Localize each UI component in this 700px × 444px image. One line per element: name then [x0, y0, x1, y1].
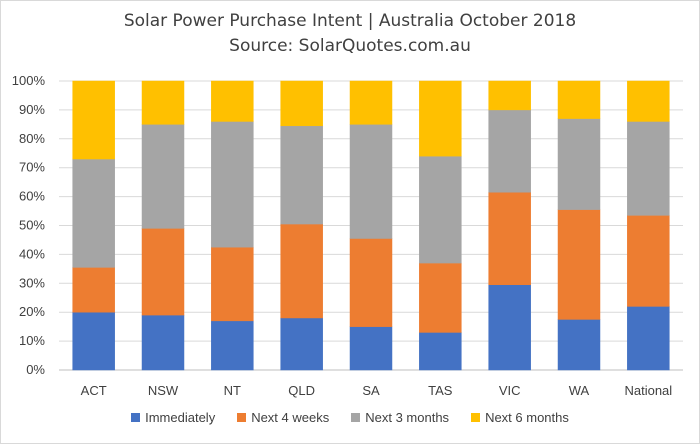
bar-segment [557, 319, 601, 371]
chart-subtitle: Source: SolarQuotes.com.au [229, 36, 471, 56]
bar-segment [141, 228, 185, 316]
bar-segment [72, 267, 115, 313]
bar-segment [419, 332, 462, 371]
y-tick-label: 60% [19, 189, 45, 204]
bar-segment [627, 215, 670, 307]
bar-segment [349, 80, 393, 125]
x-tick-label: National [624, 383, 672, 398]
x-tick-label: NT [224, 383, 241, 398]
x-tick-label: VIC [499, 383, 521, 398]
y-tick-label: 50% [19, 218, 45, 233]
x-tick-label: TAS [428, 383, 453, 398]
y-tick-label: 40% [19, 246, 45, 261]
bar-segment [488, 192, 531, 285]
x-tick-label: ACT [81, 383, 107, 398]
legend-label: Next 6 months [485, 410, 569, 425]
bar-segment [419, 262, 462, 333]
bar-segment [141, 314, 185, 371]
y-tick-label: 90% [19, 102, 45, 117]
bar-segment [280, 80, 323, 127]
bar-segment [627, 80, 670, 122]
bar-segment [141, 124, 185, 229]
bar-segment [627, 121, 670, 216]
bar-segment [211, 80, 254, 122]
bar-segment [280, 125, 323, 225]
bar-segment [141, 80, 185, 125]
bar-segment [72, 311, 115, 371]
chart-legend: Immediately Next 4 weeks Next 3 months Next… [1, 410, 699, 425]
y-tick-label: 10% [19, 333, 45, 348]
y-tick-label: 80% [19, 131, 45, 146]
bar-segment [72, 80, 115, 160]
y-tick-label: 30% [19, 275, 45, 290]
x-tick-label: SA [362, 383, 380, 398]
bar-segment [557, 209, 601, 320]
bar-segment [419, 80, 462, 157]
bar-segment [211, 121, 254, 248]
bar-segment [349, 238, 393, 327]
chart-title: Solar Power Purchase Intent | Australia … [123, 11, 577, 31]
bar-segment [488, 109, 531, 193]
chart-title-block: Solar Power Purchase Intent | Australia … [1, 9, 699, 59]
y-tick-label: 20% [19, 304, 45, 319]
legend-item: Next 6 months [471, 410, 569, 425]
y-tick-label: 0% [26, 362, 45, 377]
legend-label: Next 3 months [365, 410, 450, 425]
legend-label: Next 4 weeks [251, 410, 330, 425]
bar-segment [211, 246, 254, 322]
x-tick-label: NSW [148, 383, 179, 398]
legend-swatch [471, 413, 481, 422]
bar-segment [211, 320, 254, 371]
bar-segment [488, 80, 531, 111]
legend-swatch [351, 413, 361, 422]
bar-segment [349, 326, 393, 371]
bar-segment [280, 317, 323, 371]
y-tick-label: 100% [12, 73, 46, 88]
legend-swatch [131, 413, 141, 422]
bar-segment [280, 223, 323, 319]
bar-segment [557, 118, 601, 210]
legend-item: Next 4 weeks [237, 410, 329, 425]
legend-label: Immediately [145, 410, 216, 425]
bar-segment [557, 80, 601, 119]
bar-segment [627, 306, 670, 371]
bar-segment [72, 158, 115, 268]
y-tick-label: 70% [19, 160, 45, 175]
bar-segment [349, 124, 393, 239]
x-tick-label: WA [569, 383, 590, 398]
x-tick-label: QLD [288, 383, 315, 398]
legend-item: Next 3 months [351, 410, 449, 425]
bar-segment [419, 155, 462, 264]
legend-swatch [237, 413, 247, 422]
legend-item: Immediately [131, 410, 215, 425]
bar-segment [488, 284, 531, 371]
